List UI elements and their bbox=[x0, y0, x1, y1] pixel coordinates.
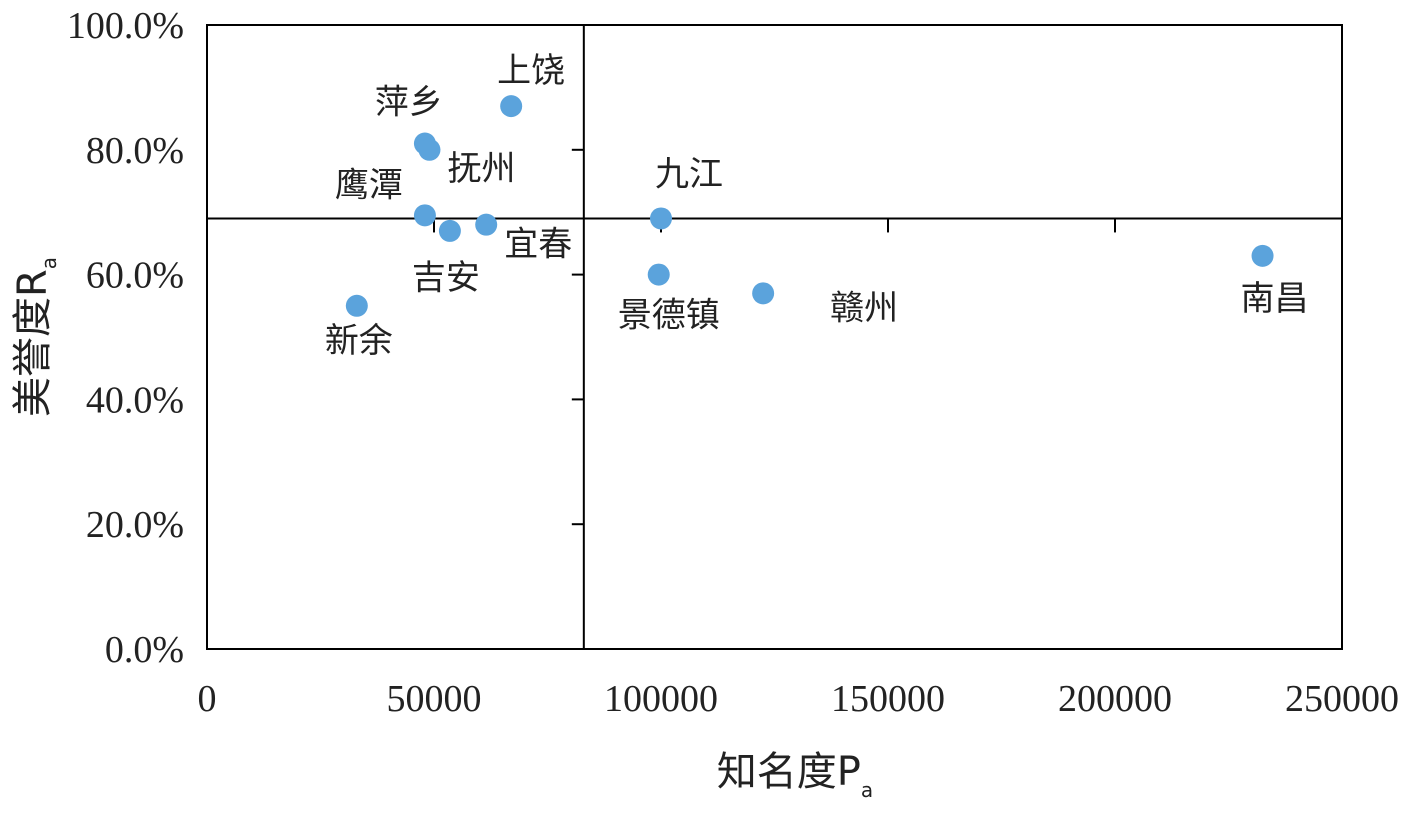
point-label: 九江 bbox=[655, 154, 723, 194]
data-point bbox=[500, 95, 523, 118]
point-label: 鹰潭 bbox=[335, 165, 403, 205]
y-axis-label: 美誉度Ra bbox=[10, 257, 61, 417]
y-tick-label: 20.0% bbox=[86, 504, 184, 546]
y-tick-label: 80.0% bbox=[86, 130, 184, 172]
plot-area bbox=[206, 24, 1343, 650]
x-tick-label: 150000 bbox=[831, 678, 945, 720]
data-point bbox=[345, 294, 368, 317]
data-point bbox=[1251, 244, 1274, 267]
reference-lines bbox=[207, 25, 1342, 649]
x-axis-label: 知名度Pa bbox=[717, 749, 873, 802]
data-point bbox=[752, 282, 775, 305]
point-label: 宜春 bbox=[504, 225, 572, 265]
x-tick-label: 100000 bbox=[604, 678, 718, 720]
data-point bbox=[650, 207, 672, 230]
data-point bbox=[418, 138, 441, 161]
data-point bbox=[475, 213, 498, 236]
point-label: 萍乡 bbox=[375, 83, 443, 123]
point-label: 赣州 bbox=[830, 288, 898, 328]
point-label: 抚州 bbox=[447, 149, 515, 189]
x-tick-label: 50000 bbox=[387, 678, 482, 720]
y-tick-labels: 0.0% 20.0% 40.0% 60.0% 80.0% 100.0% bbox=[67, 5, 184, 671]
point-label: 吉安 bbox=[412, 258, 480, 298]
data-point bbox=[438, 219, 461, 242]
y-tick-label: 100.0% bbox=[67, 5, 184, 47]
x-axis-label-sub: a bbox=[861, 778, 873, 802]
x-axis-label-main: 知名度P bbox=[717, 749, 861, 795]
point-label: 南昌 bbox=[1241, 279, 1309, 319]
x-tick-labels: 0 50000 100000 150000 200000 250000 bbox=[198, 678, 1400, 720]
x-tick-label: 250000 bbox=[1285, 678, 1399, 720]
tick-marks bbox=[433, 148, 1116, 526]
y-axis-label-sub: a bbox=[37, 257, 61, 269]
point-label: 新余 bbox=[325, 321, 393, 361]
y-axis-label-main: 美誉度R bbox=[10, 269, 56, 417]
x-tick-label: 0 bbox=[198, 678, 217, 720]
point-label: 上饶 bbox=[497, 51, 565, 91]
data-point bbox=[413, 204, 436, 227]
y-tick-label: 60.0% bbox=[86, 255, 184, 297]
y-tick-label: 0.0% bbox=[105, 629, 184, 671]
data-points bbox=[345, 95, 1274, 317]
x-tick-label: 200000 bbox=[1058, 678, 1172, 720]
point-label: 景德镇 bbox=[618, 296, 720, 336]
y-tick-label: 40.0% bbox=[86, 379, 184, 421]
data-point bbox=[647, 263, 670, 286]
